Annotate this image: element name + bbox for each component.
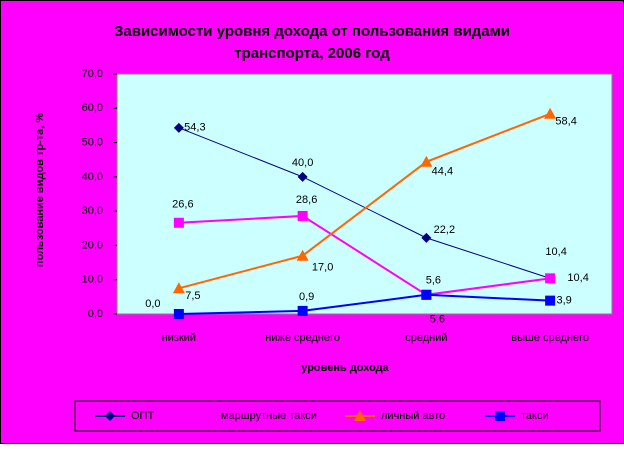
y-tick-label: 20,0 <box>82 239 103 251</box>
data-point <box>173 122 184 133</box>
series-line <box>178 293 551 315</box>
data-point <box>172 282 185 294</box>
data-label: 58,4 <box>555 116 576 128</box>
y-tick-label: 30,0 <box>82 205 103 217</box>
data-label: 10,4 <box>545 246 566 258</box>
data-label: 22,2 <box>434 224 455 236</box>
data-point <box>544 107 557 119</box>
data-label: 0,9 <box>299 291 314 303</box>
data-label: 40,0 <box>292 157 313 169</box>
data-label: 5,6 <box>426 275 441 287</box>
data-label: 26,6 <box>172 199 193 211</box>
data-point <box>545 295 556 306</box>
x-tick-label: низкий <box>162 332 196 344</box>
data-label: 17,0 <box>312 262 333 274</box>
data-point <box>297 305 308 316</box>
data-label: 44,4 <box>432 166 453 178</box>
data-point <box>297 210 308 221</box>
data-label: 28,6 <box>296 194 317 206</box>
series-line <box>178 112 551 290</box>
chart-title: транспорта, 2006 год <box>234 45 390 62</box>
data-label: 54,3 <box>184 122 205 134</box>
data-label: 0,0 <box>145 298 160 310</box>
legend-label: личный авто <box>381 410 445 422</box>
data-point <box>297 171 308 182</box>
y-tick-label: 70,0 <box>82 68 103 80</box>
series-line <box>178 214 551 296</box>
legend-label: такси <box>521 410 549 422</box>
x-tick-label: средний <box>405 332 447 344</box>
y-tick-label: 40,0 <box>82 171 103 183</box>
data-point <box>421 289 432 300</box>
data-point <box>173 309 184 319</box>
y-tick-label: 0,0 <box>88 308 103 320</box>
y-tick-label: 10,0 <box>82 274 103 286</box>
data-point <box>421 232 432 243</box>
legend-marker <box>495 411 505 421</box>
plot-area <box>116 73 613 315</box>
data-point <box>420 155 433 167</box>
data-label: 10,4 <box>567 272 588 284</box>
data-point <box>545 273 556 284</box>
data-label: 7,5 <box>185 290 200 302</box>
y-axis-label: пользование видов тр-та, % <box>34 113 46 267</box>
legend-marker <box>105 411 115 421</box>
x-axis-label: уровень дохода <box>301 362 389 374</box>
x-tick-label: ниже среднего <box>265 332 340 344</box>
legend-label: маршрутные такси <box>221 410 317 422</box>
series-line <box>178 127 551 279</box>
x-tick-label: выше среднего <box>511 332 589 344</box>
data-point <box>173 217 184 228</box>
y-tick-label: 60,0 <box>82 102 103 114</box>
data-label: 5,6 <box>430 314 445 326</box>
legend-marker <box>354 410 366 421</box>
data-label: 3,9 <box>556 295 571 307</box>
data-point <box>296 249 309 261</box>
legend-label: ОПТ <box>131 410 154 422</box>
chart-title: Зависимости уровня дохода от пользования… <box>114 23 510 40</box>
legend-marker <box>195 411 205 421</box>
y-tick-label: 50,0 <box>82 136 103 148</box>
